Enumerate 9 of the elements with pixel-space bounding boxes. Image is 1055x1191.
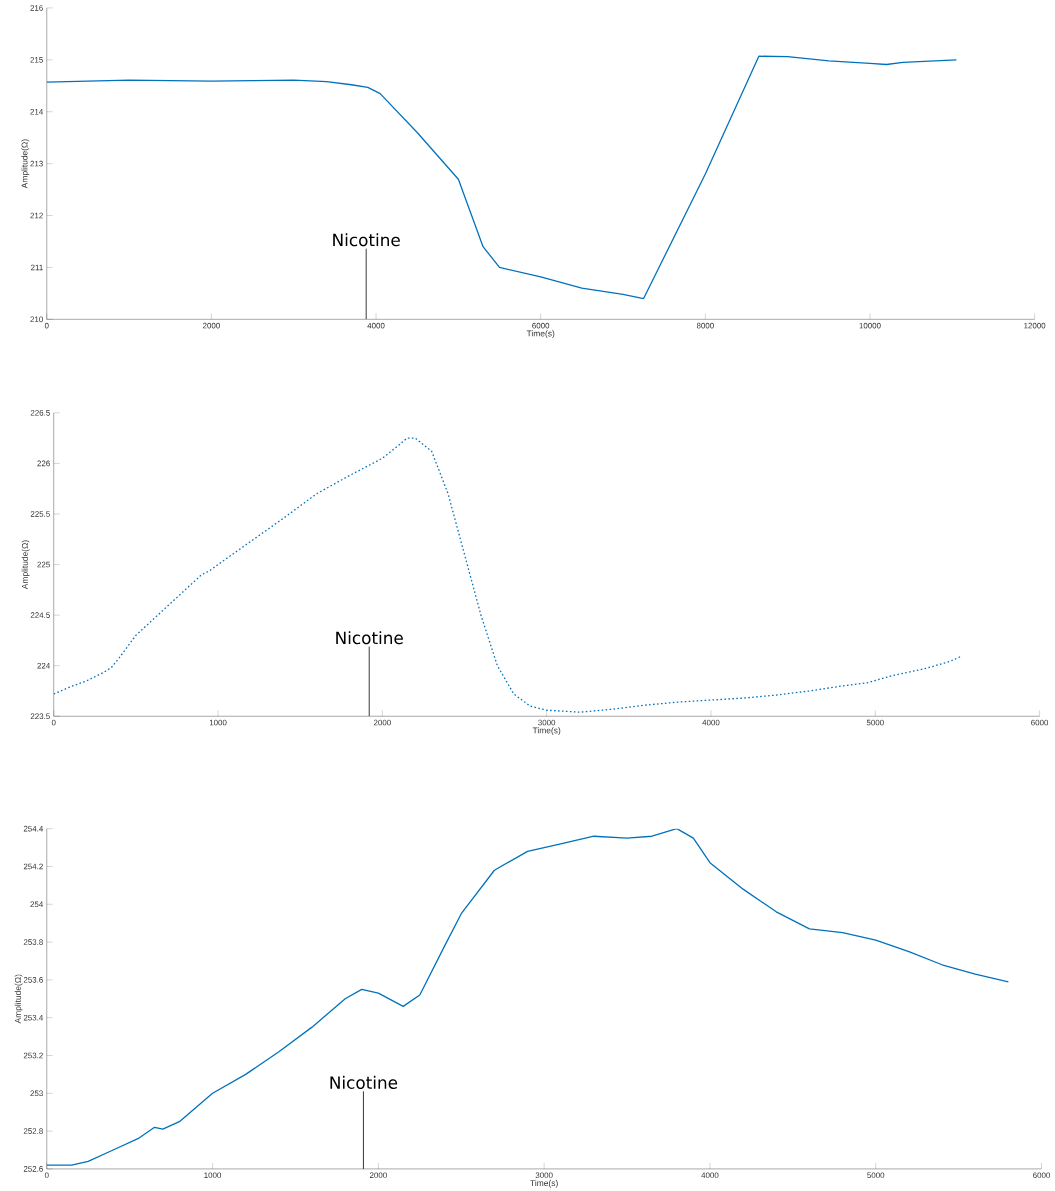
x-axis-title: Time(s): [530, 1179, 558, 1188]
ref-line-label: Nicotine: [333, 233, 401, 247]
y-axis-title: Amplitude(Ω): [21, 540, 30, 590]
ref-line-label: Nicotine: [330, 1075, 398, 1089]
x-axis-title: Time(s): [532, 727, 561, 736]
ref-line-label: Nicotine: [336, 631, 404, 645]
y-axis-title: Amplitude(Ω): [21, 139, 30, 189]
x-axis-title: Time(s): [527, 330, 555, 339]
y-axis-title: Amplitude(Ω): [14, 974, 23, 1024]
